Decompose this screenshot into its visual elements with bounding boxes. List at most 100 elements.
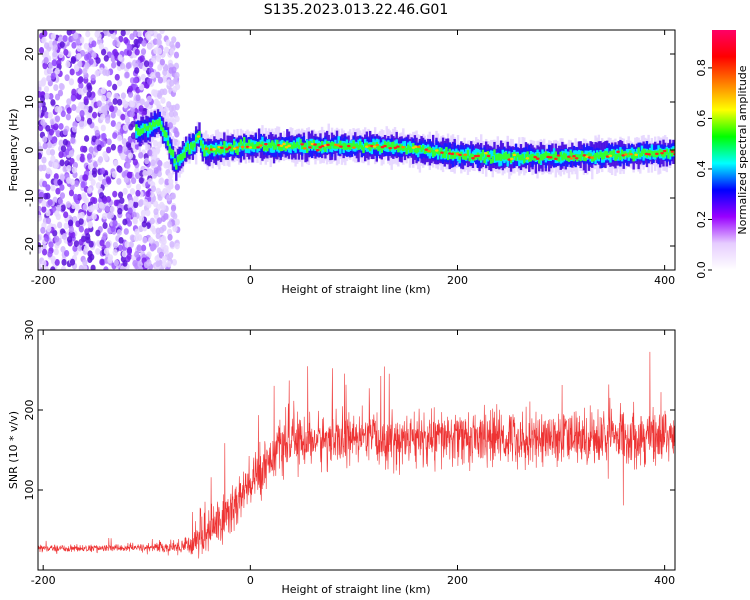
snr-frame xyxy=(37,329,676,571)
noise-cell xyxy=(137,260,143,268)
y-tick-label: 200 xyxy=(23,400,36,421)
ridge-cell xyxy=(166,135,170,146)
noise-cell xyxy=(87,84,93,92)
ridge-cell xyxy=(342,142,345,150)
noise-cell xyxy=(53,123,59,131)
ridge-cell xyxy=(566,156,569,161)
ridge-cell xyxy=(198,131,201,138)
noise-cell xyxy=(85,30,91,38)
noise-cell xyxy=(75,38,81,46)
noise-cell xyxy=(149,217,155,225)
noise-cell xyxy=(91,213,97,220)
y-tick-label: 20 xyxy=(23,47,36,61)
ridge-cell xyxy=(405,147,408,155)
noise-cell xyxy=(45,167,52,175)
ridge-cell xyxy=(135,124,138,132)
noise-cell xyxy=(117,146,123,154)
noise-cell xyxy=(160,203,166,211)
noise-cell xyxy=(160,97,166,104)
noise-cell xyxy=(147,30,153,36)
ridge-cell xyxy=(445,146,448,154)
ridge-cell xyxy=(422,145,425,151)
noise-cell xyxy=(52,161,58,169)
noise-cell xyxy=(50,184,56,192)
noise-cell xyxy=(112,48,118,56)
ridge-cell xyxy=(625,150,629,166)
noise-cell xyxy=(41,200,47,207)
ridge-cell xyxy=(219,141,223,151)
ridge-cell xyxy=(322,144,325,150)
noise-cell xyxy=(77,60,83,68)
noise-cell xyxy=(71,41,77,49)
ridge-cell xyxy=(417,147,420,153)
noise-cell xyxy=(160,190,166,198)
ridge-cell xyxy=(238,142,241,152)
noise-cell xyxy=(40,118,46,126)
noise-cell xyxy=(124,30,131,36)
ridge-cell xyxy=(663,151,667,157)
noise-cell xyxy=(83,42,89,50)
noise-cell xyxy=(102,222,108,229)
noise-cell xyxy=(69,68,75,76)
ridge-cell xyxy=(362,146,365,154)
noise-cell xyxy=(48,40,54,48)
ridge-peak-cell xyxy=(533,155,537,159)
noise-cell xyxy=(161,255,168,263)
ridge-cell xyxy=(387,141,390,149)
noise-cell xyxy=(68,189,75,197)
ridge-peak-cell xyxy=(401,145,405,149)
noise-cell xyxy=(79,49,86,57)
noise-cell xyxy=(127,85,134,93)
noise-cell xyxy=(41,206,47,213)
noise-cell xyxy=(43,85,50,93)
ridge-peak-cell xyxy=(554,157,558,161)
ridge-peak-cell xyxy=(282,142,286,146)
noise-cell xyxy=(70,137,76,144)
noise-cell xyxy=(166,101,172,108)
noise-cell xyxy=(150,159,156,167)
ridge-cell xyxy=(214,142,218,155)
ridge-cell xyxy=(410,143,413,152)
snr-x-ticks: -200 0 200 400 xyxy=(31,330,675,587)
noise-cell xyxy=(38,262,42,270)
noise-cell xyxy=(50,99,56,106)
ridge-cell xyxy=(637,147,640,154)
ridge-cell xyxy=(223,140,226,149)
noise-cell xyxy=(72,215,78,223)
noise-cell xyxy=(122,101,129,109)
colorbar-ticks: 0.0 0.2 0.4 0.6 0.8 xyxy=(695,59,712,279)
ridge-cell xyxy=(188,143,191,154)
noise-cell xyxy=(105,146,112,154)
noise-cell xyxy=(145,209,151,217)
noise-cell xyxy=(134,228,140,236)
ridge-cell xyxy=(625,148,629,158)
noise-cell xyxy=(60,110,66,118)
ridge-cell xyxy=(538,151,541,161)
ridge-peak-cell xyxy=(434,149,439,152)
ridge-peak-cell xyxy=(458,153,462,157)
noise-cell xyxy=(168,252,174,259)
noise-cell xyxy=(142,169,148,177)
x-tick-label: 400 xyxy=(654,274,675,287)
noise-cell xyxy=(61,258,67,266)
noise-cell xyxy=(143,60,150,68)
ridge-cell xyxy=(554,151,557,159)
ridge-peak-cell xyxy=(647,153,651,156)
noise-cell xyxy=(48,92,54,100)
noise-cell xyxy=(161,224,167,232)
ridge-cell xyxy=(642,151,645,161)
noise-cell xyxy=(128,200,134,207)
noise-cell xyxy=(139,55,145,62)
x-tick-label: -200 xyxy=(31,274,56,287)
ridge-peak-cell xyxy=(471,157,475,160)
noise-cell xyxy=(162,88,168,96)
noise-cell xyxy=(120,113,126,121)
noise-cell xyxy=(91,51,97,59)
ridge-peak-cell xyxy=(556,154,561,157)
noise-cell xyxy=(146,259,152,267)
noise-cell xyxy=(42,135,48,143)
ridge-cell xyxy=(236,148,239,155)
noise-cell xyxy=(38,80,43,88)
noise-cell xyxy=(122,218,128,226)
noise-cell xyxy=(78,238,84,246)
